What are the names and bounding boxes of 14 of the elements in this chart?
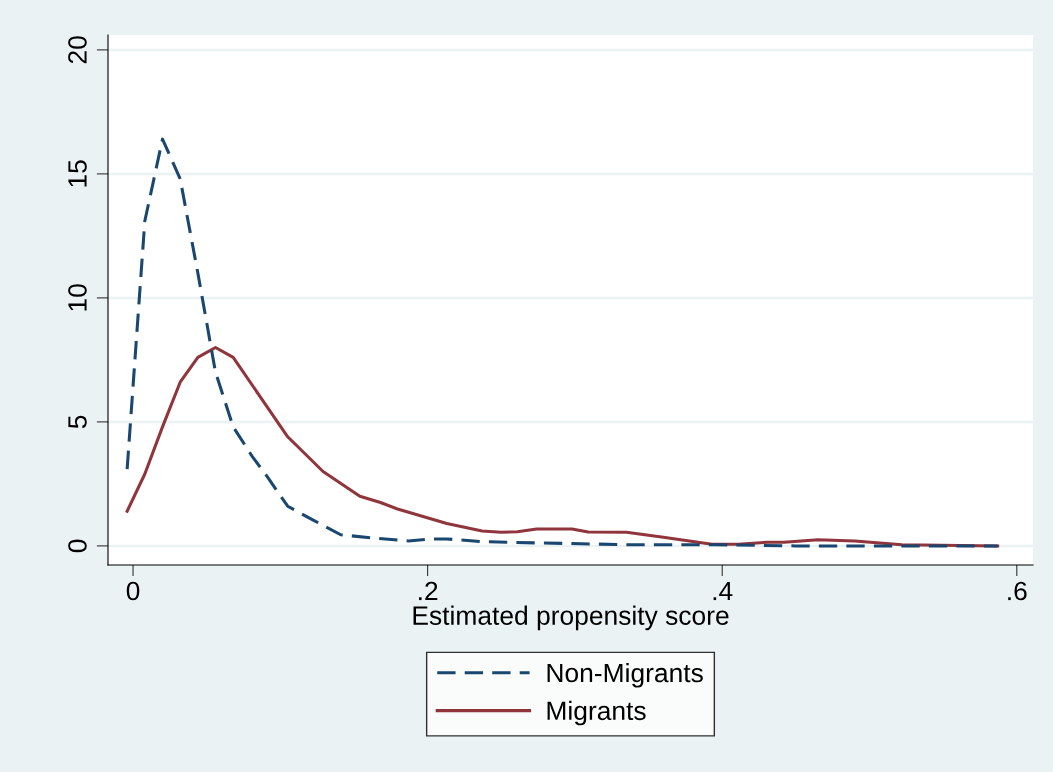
x-tick-label: .6	[1008, 581, 1027, 601]
x-axis-title: Estimated propensity score	[413, 605, 729, 631]
y-tick-label: 10	[68, 284, 87, 311]
y-tick-label: 5	[68, 415, 87, 429]
line-series	[125, 137, 1000, 548]
y-tick-label: 0	[68, 539, 87, 553]
line-series	[125, 345, 1000, 548]
x-tick-label: .2	[419, 581, 438, 601]
legend-label: Migrants	[547, 700, 646, 726]
legend-label: Non-Migrants	[547, 662, 703, 688]
x-tick-label: .4	[713, 581, 733, 601]
y-tick-label: 20	[68, 36, 87, 64]
y-tick-label: 15	[68, 160, 87, 187]
x-tick-label: 0	[126, 581, 140, 601]
